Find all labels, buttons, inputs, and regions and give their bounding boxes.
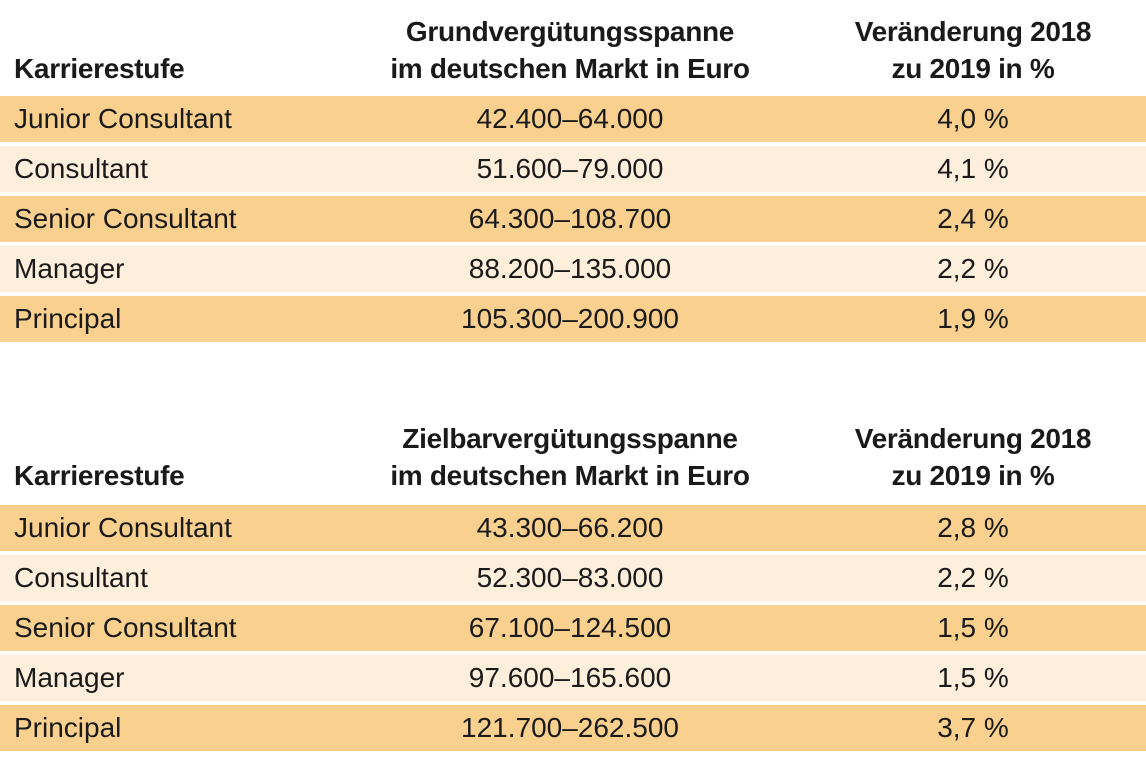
salary-range-cell: 105.300–200.900 (461, 303, 679, 334)
career-level-cell: Senior Consultant (14, 612, 237, 643)
column-header-karrierestufe: Karrierestufe (14, 460, 185, 491)
career-level-cell: Principal (14, 303, 122, 334)
salary-range-cell: 51.600–79.000 (476, 153, 664, 184)
change-percent-cell: 4,0 % (937, 103, 1009, 134)
table-body: Junior Consultant 43.300–66.200 2,8 % Co… (0, 505, 1146, 751)
salary-range-cell: 43.300–66.200 (476, 512, 664, 543)
column-header-change: Veränderung 2018 zu 2019 in % (800, 420, 1146, 494)
table-row: Manager 88.200–135.000 2,2 % (0, 246, 1146, 292)
column-header-change-line1: Veränderung 2018 (854, 423, 1092, 454)
table-row: Senior Consultant 64.300–108.700 2,4 % (0, 196, 1146, 242)
salary-range-cell: 88.200–135.000 (468, 253, 672, 284)
change-percent-cell: 1,5 % (937, 662, 1009, 693)
column-header-karrierestufe: Karrierestufe (14, 53, 185, 84)
change-percent-cell: 2,4 % (937, 203, 1009, 234)
column-header-change-line1: Veränderung 2018 (854, 16, 1092, 47)
career-level-cell: Manager (14, 662, 125, 693)
salary-range-cell: 97.600–165.600 (468, 662, 672, 693)
base-salary-table: Karrierestufe Grundvergütungsspanne im d… (0, 0, 1146, 342)
table-row: Principal 105.300–200.900 1,9 % (0, 296, 1146, 342)
change-percent-cell: 2,8 % (937, 512, 1009, 543)
table-header-row: Karrierestufe Zielbarvergütungsspanne im… (0, 346, 1146, 505)
career-level-cell: Junior Consultant (14, 103, 232, 134)
career-level-cell: Consultant (14, 153, 148, 184)
table-row: Consultant 51.600–79.000 4,1 % (0, 146, 1146, 192)
column-header-change-line2: zu 2019 in % (891, 53, 1055, 84)
column-header-change: Veränderung 2018 zu 2019 in % (800, 13, 1146, 87)
change-percent-cell: 3,7 % (937, 712, 1009, 743)
column-header-range-line1: Zielbarvergütungsspanne (402, 423, 738, 454)
table-row: Senior Consultant 67.100–124.500 1,5 % (0, 605, 1146, 651)
salary-range-cell: 121.700–262.500 (461, 712, 679, 743)
table-row: Consultant 52.300–83.000 2,2 % (0, 555, 1146, 601)
column-header-range-line2: im deutschen Markt in Euro (390, 460, 750, 491)
career-level-cell: Consultant (14, 562, 148, 593)
change-percent-cell: 2,2 % (937, 562, 1009, 593)
salary-range-cell: 42.400–64.000 (476, 103, 664, 134)
target-salary-table: Karrierestufe Zielbarvergütungsspanne im… (0, 346, 1146, 751)
change-percent-cell: 4,1 % (937, 153, 1009, 184)
career-level-cell: Manager (14, 253, 125, 284)
column-header-range: Grundvergütungsspanne im deutschen Markt… (340, 13, 800, 87)
change-percent-cell: 2,2 % (937, 253, 1009, 284)
career-level-cell: Junior Consultant (14, 512, 232, 543)
salary-range-cell: 52.300–83.000 (476, 562, 664, 593)
column-header-range-line2: im deutschen Markt in Euro (390, 53, 750, 84)
salary-range-cell: 67.100–124.500 (468, 612, 672, 643)
table-row: Junior Consultant 42.400–64.000 4,0 % (0, 96, 1146, 142)
table-body: Junior Consultant 42.400–64.000 4,0 % Co… (0, 96, 1146, 342)
career-level-cell: Senior Consultant (14, 203, 237, 234)
column-header-range: Zielbarvergütungsspanne im deutschen Mar… (340, 420, 800, 494)
table-header-row: Karrierestufe Grundvergütungsspanne im d… (0, 0, 1146, 96)
column-header-change-line2: zu 2019 in % (891, 460, 1055, 491)
table-row: Principal 121.700–262.500 3,7 % (0, 705, 1146, 751)
change-percent-cell: 1,5 % (937, 612, 1009, 643)
table-row: Junior Consultant 43.300–66.200 2,8 % (0, 505, 1146, 551)
salary-range-cell: 64.300–108.700 (468, 203, 672, 234)
column-header-range-line1: Grundvergütungsspanne (405, 16, 735, 47)
change-percent-cell: 1,9 % (937, 303, 1009, 334)
table-row: Manager 97.600–165.600 1,5 % (0, 655, 1146, 701)
career-level-cell: Principal (14, 712, 122, 743)
